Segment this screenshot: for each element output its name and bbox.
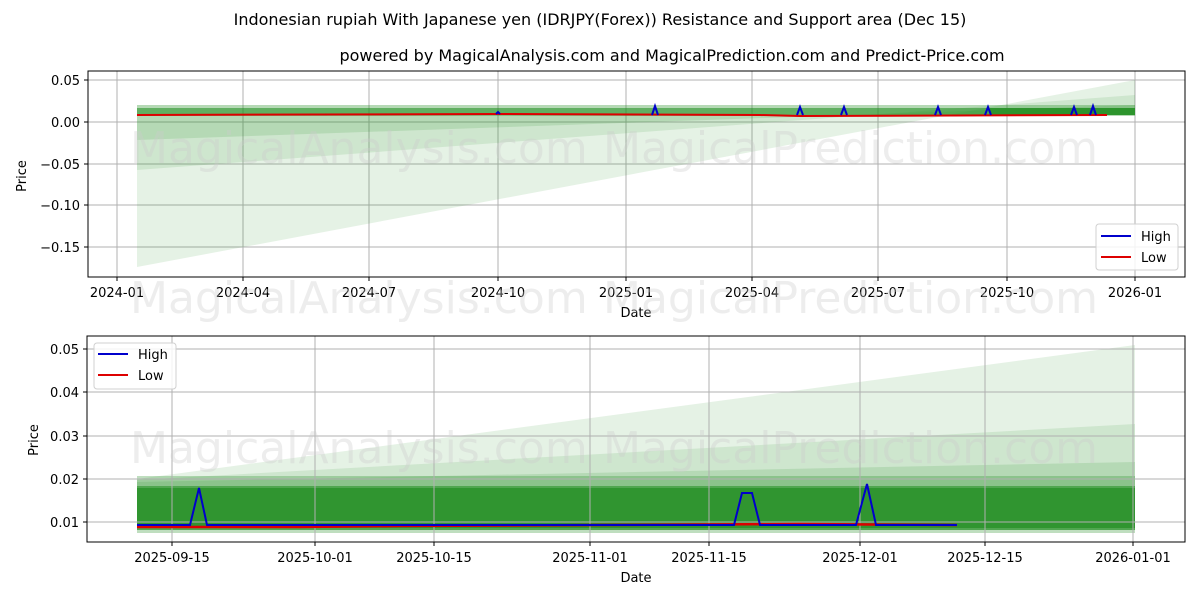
- top-chart: 0.05 0.00 −0.05 −0.10 −0.15 Price 2024-0…: [15, 70, 1186, 324]
- top-x-tick: 2024-10: [471, 286, 525, 301]
- bottom-x-tick: 2025-09-15: [134, 551, 210, 566]
- bottom-y-label: Price: [27, 424, 42, 456]
- legend-high-label: High: [138, 348, 168, 363]
- bottom-grid: [87, 336, 1185, 542]
- top-y-tick: −0.10: [40, 199, 80, 214]
- top-x-tick: 2025-01: [599, 286, 653, 301]
- bottom-y-tick: 0.03: [50, 430, 79, 445]
- top-x-tick: 2025-10: [980, 286, 1034, 301]
- top-support-resistance-bands: [137, 80, 1135, 267]
- top-x-tick: 2025-04: [725, 286, 779, 301]
- top-x-tick: 2024-04: [216, 286, 270, 301]
- watermark: MagicalPrediction.com: [603, 123, 1098, 174]
- bottom-x-tick: 2026-01-01: [1095, 551, 1171, 566]
- bottom-plot-frame: [86, 335, 1186, 543]
- bottom-high-line: [137, 483, 957, 526]
- top-low-line: [136, 112, 1108, 118]
- chart-subtitle: powered by MagicalAnalysis.com and Magic…: [339, 46, 1005, 65]
- top-x-tick: 2024-01: [90, 286, 144, 301]
- bottom-x-tick: 2025-10-01: [277, 551, 353, 566]
- bottom-y-axis: 0.05 0.04 0.03 0.02 0.01 Price: [27, 343, 87, 531]
- bottom-chart: 0.05 0.04 0.03 0.02 0.01 Price 2025-09-1…: [27, 335, 1186, 586]
- bottom-x-label: Date: [620, 571, 651, 586]
- top-x-tick: 2026-01: [1108, 286, 1162, 301]
- bottom-support-resistance-bands: [137, 345, 1135, 533]
- top-x-axis: 2024-01 2024-04 2024-07 2024-10 2025-01 …: [90, 277, 1162, 321]
- top-x-tick: 2024-07: [342, 286, 396, 301]
- legend-low-label: Low: [138, 369, 164, 384]
- watermark: MagicalAnalysis.com: [130, 423, 588, 474]
- top-legend: High Low: [1095, 223, 1179, 271]
- top-x-label: Date: [620, 306, 651, 321]
- top-plot-frame: [87, 70, 1186, 278]
- bottom-legend: High Low: [93, 342, 177, 390]
- top-y-label: Price: [15, 160, 30, 192]
- top-y-tick: 0.05: [51, 74, 80, 89]
- top-x-tick: 2025-07: [851, 286, 905, 301]
- top-y-tick: 0.00: [51, 116, 80, 131]
- bottom-y-tick: 0.04: [50, 386, 79, 401]
- chart-title: Indonesian rupiah With Japanese yen (IDR…: [233, 10, 967, 29]
- bottom-x-tick: 2025-11-01: [552, 551, 628, 566]
- top-grid: [88, 71, 1185, 277]
- legend-low-label: Low: [1141, 251, 1167, 266]
- watermark: MagicalAnalysis.com: [130, 123, 588, 174]
- top-y-tick: −0.05: [40, 158, 80, 173]
- watermark: MagicalPrediction.com: [603, 273, 1098, 324]
- bottom-y-tick: 0.01: [50, 516, 79, 531]
- watermark: MagicalPrediction.com: [603, 423, 1098, 474]
- bottom-y-tick: 0.05: [50, 343, 79, 358]
- bottom-x-tick: 2025-11-15: [671, 551, 747, 566]
- watermark: MagicalAnalysis.com: [130, 273, 588, 324]
- top-y-tick: −0.15: [40, 241, 80, 256]
- top-high-spikes: [495, 102, 1097, 116]
- bottom-x-tick: 2025-12-15: [947, 551, 1023, 566]
- top-y-axis: 0.05 0.00 −0.05 −0.10 −0.15 Price: [15, 74, 88, 256]
- bottom-x-tick: 2025-12-01: [822, 551, 898, 566]
- bottom-x-axis: 2025-09-15 2025-10-01 2025-10-15 2025-11…: [134, 542, 1171, 586]
- legend-high-label: High: [1141, 230, 1171, 245]
- bottom-x-tick: 2025-10-15: [396, 551, 472, 566]
- bottom-y-tick: 0.02: [50, 473, 79, 488]
